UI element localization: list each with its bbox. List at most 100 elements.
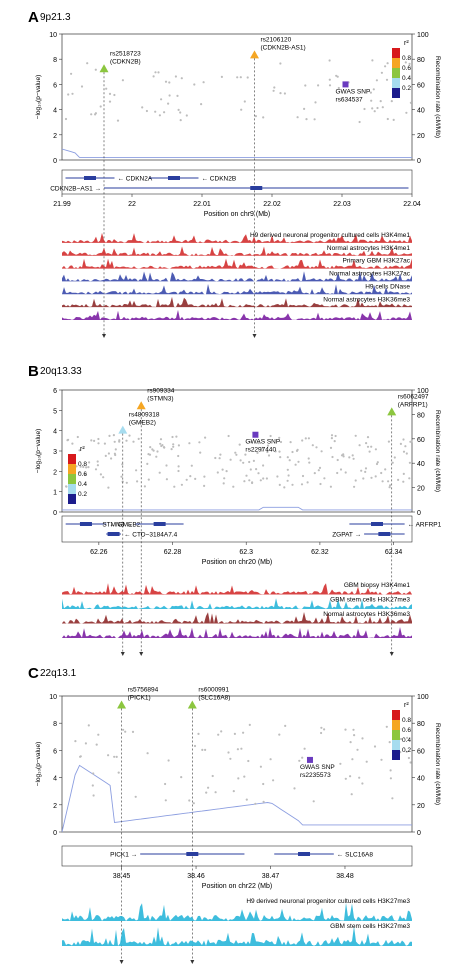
gene-label: PICK1 →	[110, 852, 137, 859]
lead-snp-label: rs6000991	[198, 687, 229, 694]
background-snp	[307, 457, 310, 460]
background-snp	[180, 77, 183, 80]
region-label: 9p21.3	[40, 12, 71, 23]
y-tick-label: 2	[53, 469, 57, 476]
y-tick-label: 10	[49, 694, 57, 701]
background-snp	[220, 75, 223, 78]
background-snp	[262, 116, 265, 119]
background-snp	[339, 468, 343, 471]
background-snp	[351, 454, 354, 457]
background-snp	[71, 442, 74, 445]
background-snp	[107, 486, 110, 489]
background-snp	[385, 78, 389, 81]
background-snp	[380, 758, 383, 761]
background-snp	[329, 446, 333, 449]
y2-tick-label: 100	[417, 388, 429, 395]
background-snp	[333, 440, 336, 443]
background-snp	[407, 756, 410, 760]
y2-tick-label: 60	[417, 82, 425, 89]
background-snp	[381, 106, 384, 109]
gwas-snp-label: rs2297440	[245, 447, 276, 454]
gene-label: STMN3 →	[102, 522, 132, 529]
background-snp	[279, 456, 282, 459]
background-snp	[376, 461, 379, 464]
gwas-snp-marker	[252, 431, 259, 438]
background-snp	[402, 472, 405, 475]
signal-track	[62, 232, 412, 243]
background-snp	[204, 436, 207, 439]
background-snp	[190, 464, 193, 467]
x-tick-label: 38.46	[187, 873, 205, 880]
background-snp	[370, 445, 373, 448]
background-snp	[352, 457, 355, 460]
lead-snp-label: rs4809318	[129, 412, 160, 419]
background-snp	[400, 737, 403, 741]
gene-exon	[153, 522, 166, 526]
legend-swatch	[392, 730, 400, 740]
y2-tick-label: 40	[417, 108, 425, 115]
background-snp	[164, 782, 167, 786]
background-snp	[147, 478, 150, 481]
background-snp	[96, 464, 99, 467]
track-label: Primary GBM H3K27ac	[342, 258, 410, 265]
background-snp	[278, 733, 281, 736]
background-snp	[409, 101, 412, 104]
background-snp	[79, 755, 82, 758]
background-snp	[214, 791, 217, 794]
background-snp	[245, 474, 248, 477]
y-axis-label: −log₁₀(p−value)	[35, 75, 42, 120]
background-snp	[163, 111, 166, 114]
y-tick-label: 4	[53, 108, 57, 115]
background-snp	[159, 438, 163, 441]
legend-title: r²	[80, 446, 85, 453]
recombination-line	[61, 148, 412, 158]
background-snp	[296, 116, 299, 119]
gene-panel-frame	[61, 845, 413, 867]
track-label: GBM stem cells H3K27me3	[330, 923, 410, 930]
background-snp	[104, 454, 107, 457]
background-snp	[360, 469, 363, 472]
background-snp	[257, 472, 260, 475]
signal-track	[62, 902, 412, 921]
snp-guide-arrow	[102, 334, 106, 338]
x-tick-label: 22.04	[403, 201, 421, 208]
background-snp	[408, 62, 411, 65]
background-snp	[114, 453, 117, 457]
background-snp	[317, 84, 320, 87]
background-snp	[248, 479, 251, 482]
background-snp	[240, 108, 243, 111]
background-snp	[204, 748, 207, 752]
background-snp	[266, 444, 270, 447]
legend-tick: 0.2	[78, 491, 87, 498]
background-snp	[262, 800, 265, 803]
y2-tick-label: 40	[417, 461, 425, 468]
background-snp	[409, 761, 412, 764]
background-snp	[131, 730, 135, 734]
background-snp	[174, 75, 177, 78]
background-snp	[320, 726, 323, 729]
gene-label: ← CDKN2A	[118, 176, 153, 183]
gene-exon	[298, 852, 311, 856]
background-snp	[329, 485, 332, 488]
y2-tick-label: 0	[417, 158, 421, 165]
y2-tick-label: 100	[417, 32, 429, 39]
background-snp	[227, 434, 230, 438]
background-snp	[388, 486, 391, 489]
lead-snp-marker	[117, 700, 127, 709]
y2-tick-label: 20	[417, 486, 425, 493]
background-snp	[301, 439, 304, 442]
background-snp	[331, 455, 334, 459]
background-snp	[245, 798, 248, 801]
background-snp	[92, 772, 95, 775]
background-snp	[160, 98, 163, 101]
gwas-snp-label: GWAS SNP	[245, 439, 280, 446]
background-snp	[317, 469, 320, 472]
background-snp	[172, 445, 175, 448]
background-snp	[295, 449, 299, 452]
background-snp	[249, 468, 252, 471]
plot-frame	[61, 695, 413, 833]
background-snp	[155, 455, 158, 458]
snp-guide-arrow	[252, 334, 257, 338]
signal-track	[62, 258, 412, 269]
background-snp	[90, 113, 93, 116]
